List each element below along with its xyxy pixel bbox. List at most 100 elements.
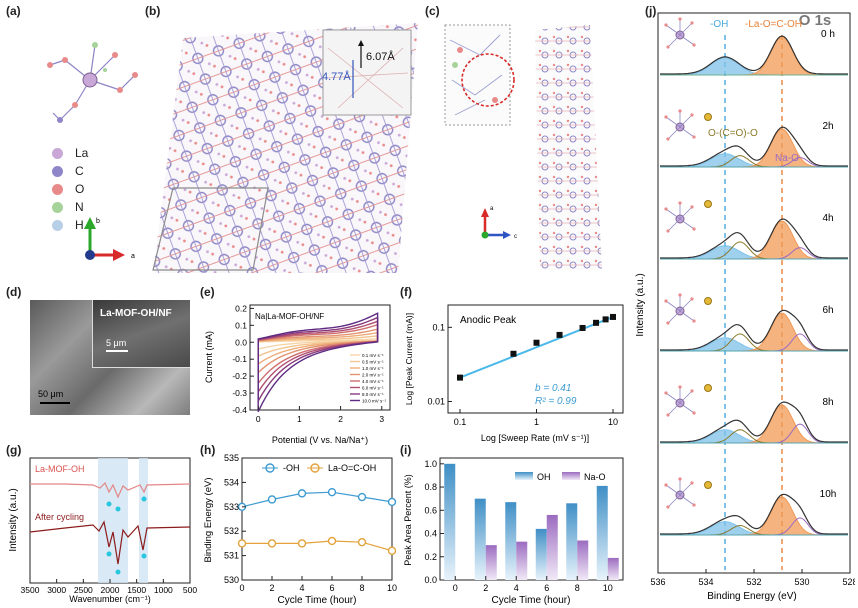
cv-legend-label: 1.0 mV s⁻¹ — [362, 366, 384, 371]
peak-marker — [115, 569, 121, 575]
chart-i-ytick: 0.0 — [424, 575, 437, 585]
chart-f-ylabel: Log [Peak Current (mA)] — [404, 313, 414, 405]
ftir-label-cycled: After cycling — [35, 512, 84, 522]
envelope-curve — [660, 401, 848, 443]
chart-h-ytick: 535 — [224, 453, 239, 463]
bar-oh — [474, 498, 486, 580]
fit-line — [459, 316, 614, 379]
data-point — [327, 487, 337, 497]
ftir-pristine-line — [30, 481, 191, 499]
pore-inset-b — [322, 29, 412, 116]
cv-legend-label: 0.5 mV s⁻¹ — [362, 360, 384, 365]
chart-i-xtick: 8 — [575, 583, 580, 593]
highlight-band-2 — [139, 458, 148, 583]
chart-e-ylabel: Current (mA) — [204, 331, 214, 383]
chart-e-ytick: 0.2 — [235, 303, 247, 313]
cv-legend-label: 6.0 mV s⁻¹ — [362, 386, 384, 391]
cv-legend-label: 4.0 mV s⁻¹ — [362, 379, 384, 384]
panel-label-i: (i) — [400, 443, 412, 457]
pore-inset-c — [444, 24, 511, 126]
chart-j-xps: O 1s -OH -La-O=C-OH 0 h 2h 4h 6h 8h 10h 536 534… — [635, 12, 855, 602]
sodium-atom — [704, 384, 712, 392]
legend-label-nao-i: Na-O — [584, 472, 606, 482]
sem-image: La-MOF-OH/NF 5 μm 50 μm — [30, 300, 190, 415]
chart-i-ytick: 0.2 — [424, 552, 437, 562]
label-oh-j: -OH — [710, 19, 728, 30]
highlight-band-1 — [98, 458, 128, 583]
chart-g-xtick: 3000 — [47, 585, 66, 595]
cv-legend-label: 10.0 mV s⁻¹ — [362, 399, 387, 404]
data-point — [297, 539, 307, 548]
data-point — [357, 537, 367, 547]
chart-e-xtick: 1 — [297, 414, 302, 424]
chart-f-xtick: 10 — [608, 417, 618, 427]
scale-bar-small — [106, 350, 128, 352]
bar-nao — [577, 540, 589, 580]
data-point — [610, 313, 616, 320]
bar-oh — [535, 528, 547, 580]
chart-i-xtick: 2 — [483, 583, 488, 593]
cv-legend-label: 8.0 mV s⁻¹ — [362, 392, 384, 397]
ftir-cycled-line — [29, 520, 191, 565]
scale-bar-large — [40, 402, 70, 404]
legend-label-laoc: La-O=C-OH — [328, 463, 376, 473]
chart-j-xtick: 528 — [842, 577, 855, 587]
axis-b-label: b — [96, 218, 100, 225]
envelope-curve — [660, 35, 848, 75]
chart-i-xtick: 10 — [603, 583, 613, 593]
panel-label-a: (a) — [6, 4, 21, 18]
crystal-lattice-b: 6.07Å 4.77Å — [152, 23, 418, 273]
legend-n: N — [52, 200, 84, 214]
panel-label-c: (c) — [425, 4, 440, 18]
sodium-atom — [704, 297, 712, 305]
peak-marker — [141, 553, 147, 559]
distance-label-607: 6.07Å — [366, 50, 395, 63]
data-point — [267, 495, 277, 504]
chart-h-xtick: 4 — [299, 583, 304, 593]
chart-h-ytick: 534 — [224, 477, 239, 487]
sodium-atom — [704, 200, 712, 208]
label-ocoo-j: O-(C=O)-O — [708, 128, 758, 139]
chart-e-title: Na|La-MOF-OH/NF — [255, 312, 324, 321]
time-label: 6h — [822, 305, 833, 316]
chart-h-ytick: 531 — [224, 551, 239, 561]
peak-marker — [141, 496, 147, 502]
chart-f-frame — [447, 304, 624, 414]
legend-la: La — [52, 146, 88, 160]
chart-i-frame — [439, 457, 624, 581]
chart-h-frame — [241, 457, 393, 581]
axis-indicator-a: b a — [84, 217, 135, 261]
envelope-curve — [660, 126, 848, 167]
crystal-side-view-c: a c — [444, 24, 602, 270]
scale-label-large: 50 μm — [38, 389, 64, 399]
panel-label-h: (h) — [200, 443, 216, 457]
chart-f-xtick: 0.1 — [454, 417, 467, 427]
chart-e-ytick: 0.1 — [235, 320, 247, 330]
scale-label-small: 5 μm — [106, 338, 127, 348]
chart-f-xtick: 1 — [534, 417, 539, 427]
molecule-structure-a — [47, 42, 138, 123]
panel-label-b: (b) — [145, 4, 161, 18]
chart-j-xlabel: Binding Energy (eV) — [707, 591, 797, 602]
chart-f-r2-value: R² = 0.99 — [535, 396, 577, 407]
peak-marker — [106, 551, 112, 557]
chart-f-ytick: 0.1 — [432, 322, 445, 332]
data-point — [357, 492, 367, 502]
chart-f-loglog: 0.1 1 10 0.1 0.01 Anodic Peak b = 0.41 R² = … — [404, 304, 624, 443]
label-nao-j: Na-O — [775, 153, 799, 164]
data-point — [327, 536, 337, 546]
chart-g-xtick: 1000 — [154, 585, 173, 595]
legend-label-oh-i: OH — [537, 472, 551, 482]
bar-oh — [444, 463, 456, 580]
panel-label-e: (e) — [200, 285, 215, 299]
chart-e-cv: 0.2 0.1 0.0 -0.1 -0.2 -0.3 -0.4 0 1 2 3 Na|La-MOF… — [204, 303, 391, 445]
chart-i-ytick: 0.8 — [424, 482, 437, 492]
data-point — [387, 546, 397, 555]
data-point — [237, 539, 247, 548]
time-label: 2h — [822, 121, 833, 132]
data-point — [602, 316, 609, 323]
ftir-label-pristine: La-MOF-OH — [35, 464, 85, 474]
axis-c-label-c: c — [514, 234, 517, 240]
label-laoc-j: -La-O=C-OH — [745, 19, 802, 30]
